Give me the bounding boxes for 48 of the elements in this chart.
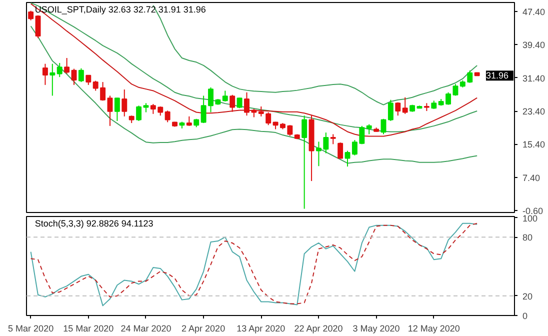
candlestick	[330, 134, 336, 145]
x-tick-label: 15 Mar 2020	[63, 324, 114, 334]
x-tick-label: 2 Apr 2020	[182, 324, 226, 334]
y-tick-label: 39.40	[522, 40, 546, 50]
candlestick	[395, 102, 401, 116]
candlestick	[56, 62, 62, 78]
y-tick-label: 7.40	[522, 172, 540, 183]
x-tick-label: 22 Apr 2020	[294, 324, 343, 334]
x-tick-label: 12 May 2020	[408, 324, 460, 334]
candlestick	[78, 68, 84, 83]
candlestick	[42, 63, 48, 86]
chart-title: Stoch(5,3,3) 92.8826 94.1123	[34, 218, 154, 228]
candlestick	[302, 115, 308, 210]
candlestick	[50, 63, 56, 96]
candlestick	[258, 106, 264, 117]
candlestick	[366, 124, 372, 135]
candlestick	[388, 99, 394, 122]
candlestick	[266, 112, 272, 126]
x-tick-label: 3 May 2020	[352, 324, 400, 334]
candlestick	[114, 97, 120, 122]
y-tick-label: 80	[522, 232, 533, 243]
y-tick-label: 47.40	[522, 7, 546, 18]
y-tick-label: 15.40	[522, 140, 546, 150]
y-tick-label: 31.40	[522, 73, 546, 84]
y-tick-label: 20	[522, 291, 533, 302]
candlestick	[64, 58, 70, 74]
candlestick	[344, 150, 350, 168]
candlestick	[71, 68, 77, 86]
candlestick	[35, 14, 41, 39]
y-tick-label: 100	[522, 214, 538, 224]
candlestick	[222, 90, 228, 102]
y-tick-label: 0	[522, 311, 528, 321]
y-tick-label: 23.40	[522, 106, 546, 117]
candlestick	[107, 95, 113, 126]
candlestick	[186, 116, 192, 126]
candlestick	[402, 96, 408, 114]
x-tick-label: 13 Apr 2020	[236, 324, 286, 334]
candlestick	[338, 142, 344, 160]
candlestick	[230, 94, 236, 112]
candlestick	[467, 70, 473, 84]
x-tick-label: 24 Mar 2020	[120, 324, 172, 334]
candlestick	[122, 88, 128, 117]
candlestick	[380, 118, 386, 135]
candlestick	[28, 10, 34, 21]
candlestick	[164, 110, 170, 123]
y-tick-label: -0.60	[522, 206, 544, 216]
x-tick-label: 5 Mar 2020	[8, 324, 54, 334]
text: 31.96	[486, 70, 509, 81]
